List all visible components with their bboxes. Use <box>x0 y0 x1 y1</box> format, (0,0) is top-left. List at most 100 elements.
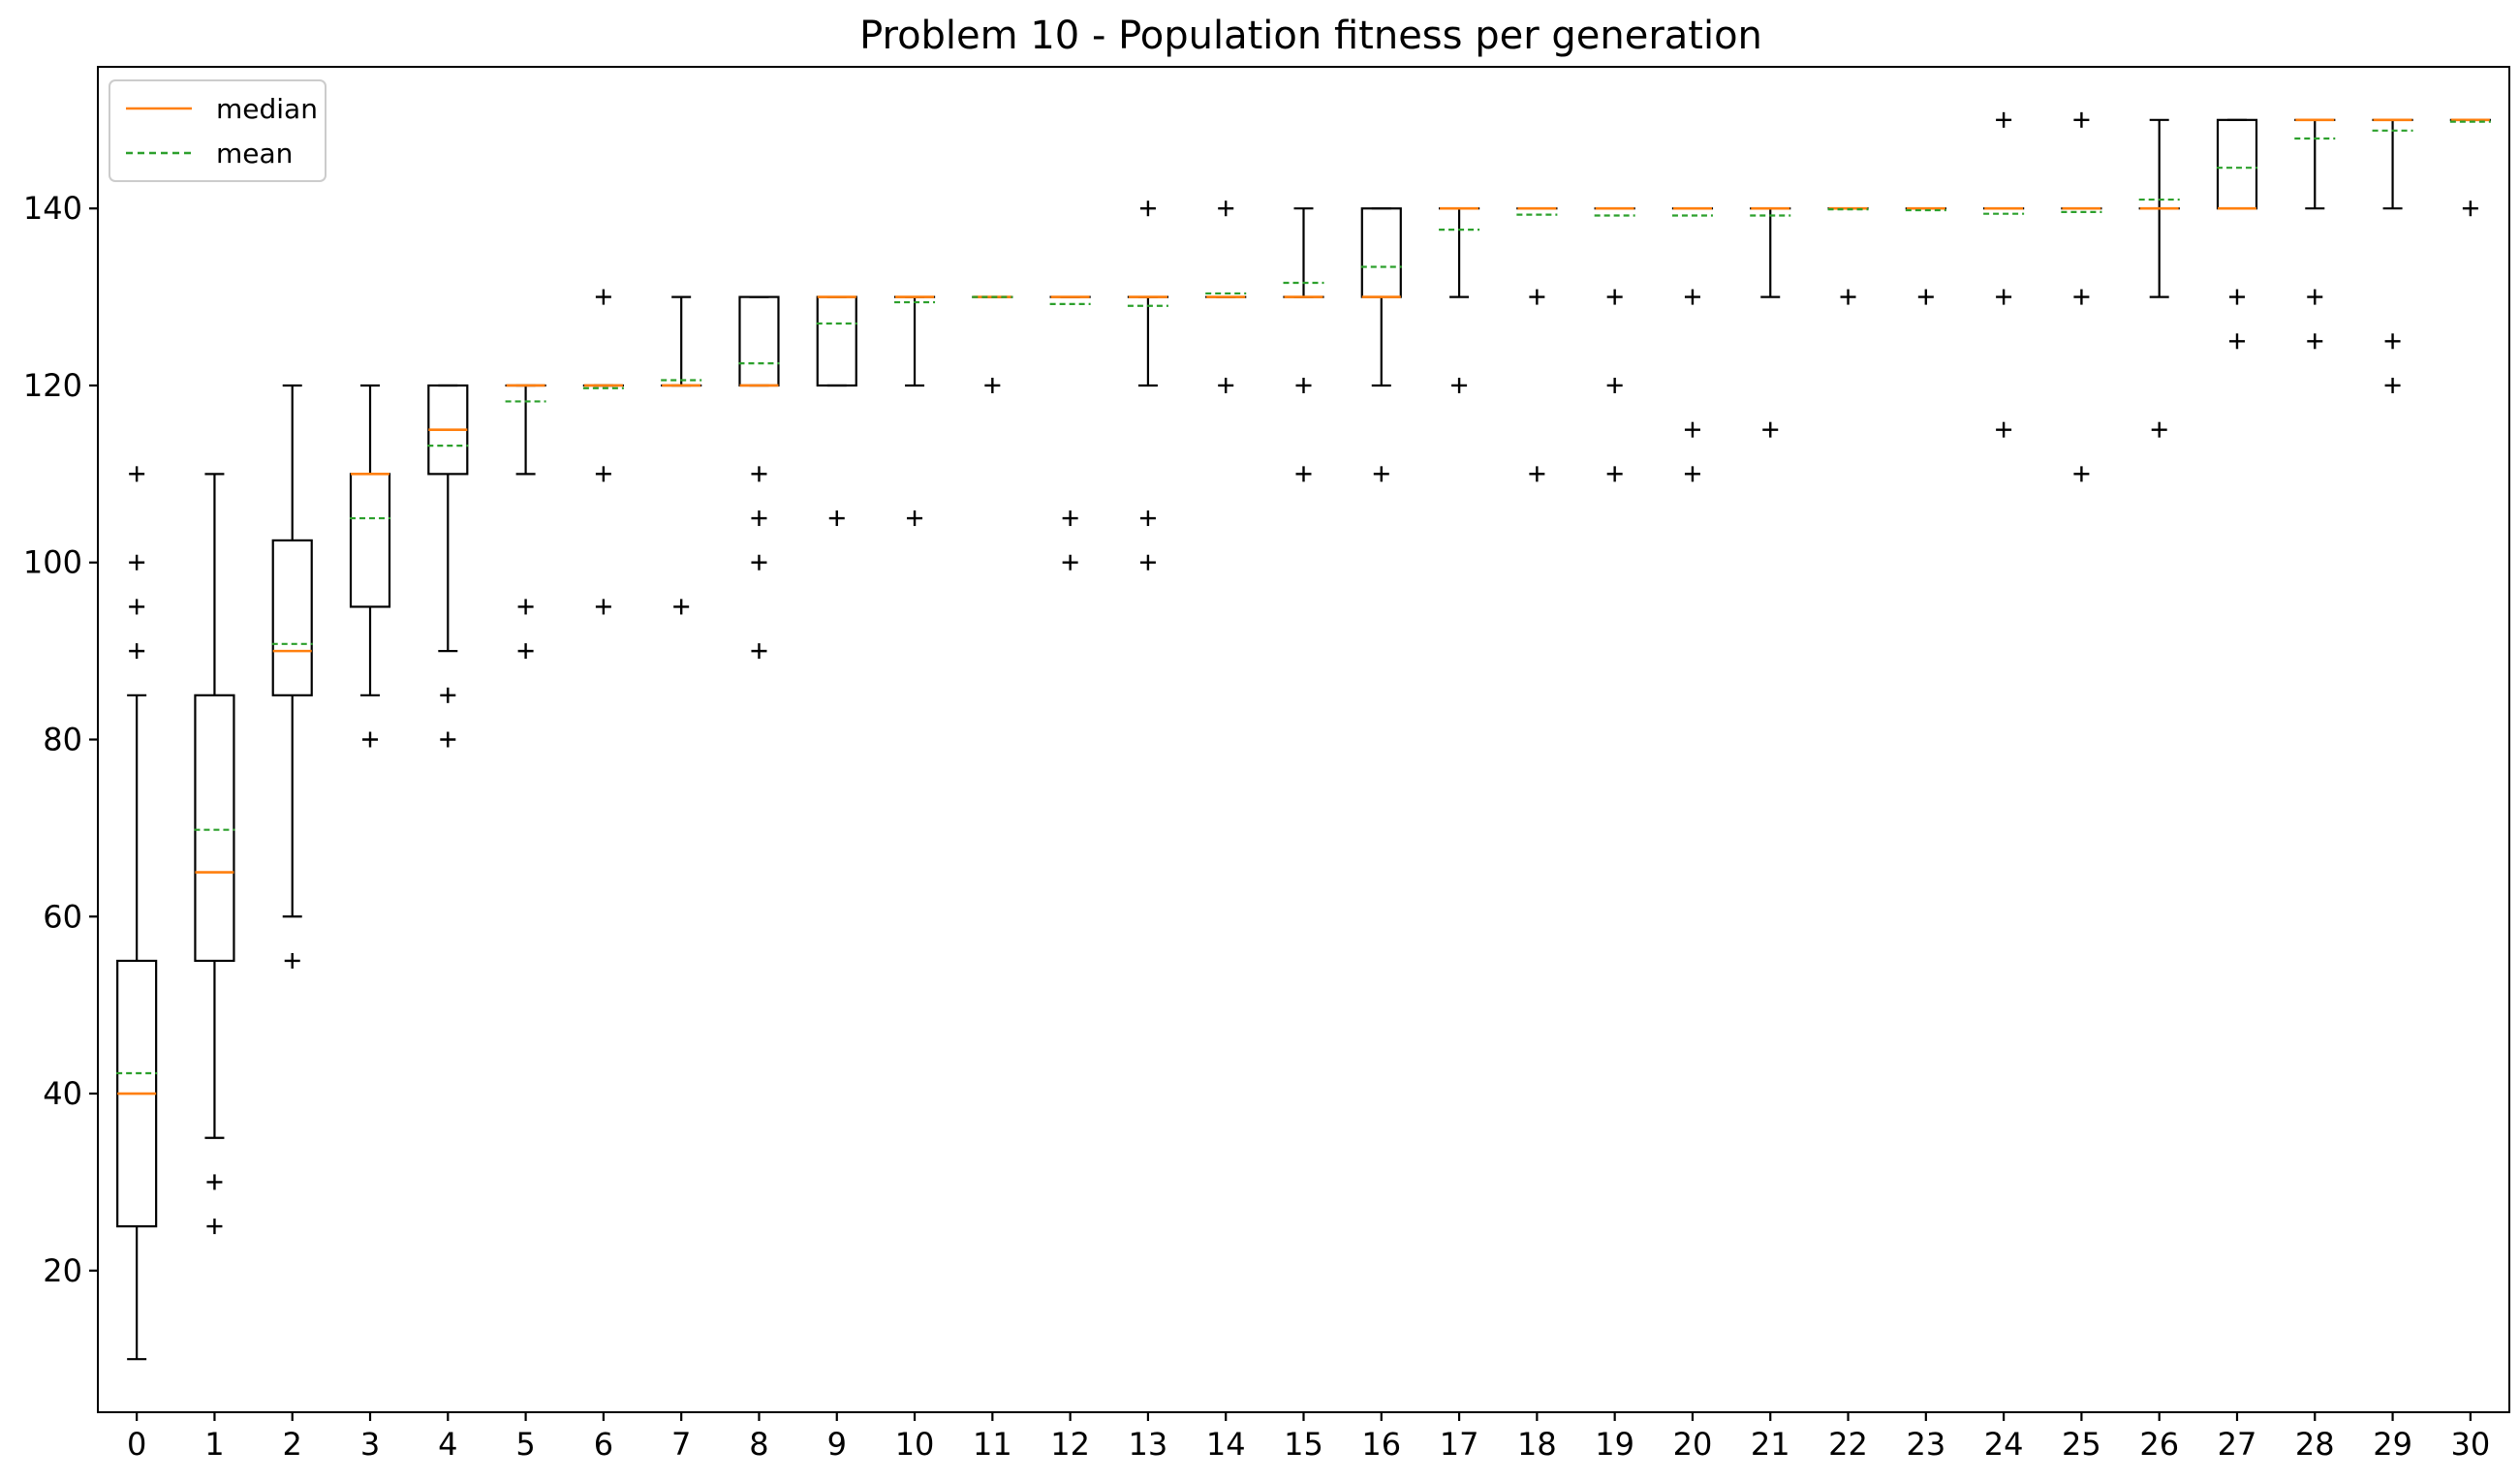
x-tick-label: 14 <box>1206 1426 1246 1463</box>
box-group-29 <box>2372 118 2413 393</box>
x-tick-label: 16 <box>1361 1426 1401 1463</box>
box-group-17 <box>1438 206 1480 393</box>
box-group-5 <box>505 384 546 660</box>
x-tick-label: 29 <box>2373 1426 2412 1463</box>
flier-marker <box>2384 377 2401 393</box>
x-tick-label: 3 <box>360 1426 380 1463</box>
flier-marker <box>129 599 145 615</box>
box-group-21 <box>1750 206 1791 438</box>
flier-marker <box>1139 510 1156 527</box>
x-tick-label: 11 <box>973 1426 1012 1463</box>
x-tick-label: 6 <box>594 1426 613 1463</box>
box-group-12 <box>1049 295 1091 571</box>
flier-marker <box>1684 289 1700 305</box>
flier-marker <box>1840 289 1856 305</box>
flier-marker <box>1684 421 1700 438</box>
box-group-1 <box>194 473 235 1235</box>
flier-marker <box>1218 201 1234 217</box>
y-tick-label: 60 <box>43 898 82 935</box>
box-group-2 <box>271 384 313 969</box>
x-tick-label: 5 <box>515 1426 535 1463</box>
flier-marker <box>2307 333 2323 350</box>
x-tick-label: 17 <box>1440 1426 1479 1463</box>
flier-marker <box>1295 466 1312 482</box>
flier-marker <box>1996 421 2012 438</box>
plot-frame <box>97 66 2510 1413</box>
y-tick-label: 100 <box>23 544 82 581</box>
flier-marker <box>2073 289 2090 305</box>
x-tick-label: 28 <box>2295 1426 2335 1463</box>
box-group-23 <box>1905 206 1946 305</box>
box-group-10 <box>893 295 936 527</box>
flier-marker <box>595 289 611 305</box>
x-tick-label: 23 <box>1906 1426 1945 1463</box>
flier-marker <box>517 643 534 660</box>
box-group-3 <box>349 384 391 748</box>
flier-marker <box>2228 333 2245 350</box>
legend: median mean <box>109 79 327 182</box>
x-tick-label: 12 <box>1050 1426 1090 1463</box>
box-group-19 <box>1594 206 1635 482</box>
x-tick-label: 21 <box>1751 1426 1790 1463</box>
x-tick-label: 26 <box>2139 1426 2179 1463</box>
y-tick-label: 120 <box>23 367 82 404</box>
flier-marker <box>1606 289 1623 305</box>
flier-marker <box>1996 289 2012 305</box>
box-group-24 <box>1983 111 2025 438</box>
flier-marker <box>1373 466 1389 482</box>
box-group-9 <box>816 295 857 527</box>
box-group-25 <box>2061 111 2102 482</box>
x-tick-label: 30 <box>2450 1426 2490 1463</box>
flier-marker <box>751 643 767 660</box>
flier-marker <box>1996 111 2012 128</box>
x-tick-label: 10 <box>895 1426 935 1463</box>
flier-marker <box>1062 554 1078 571</box>
flier-marker <box>1062 510 1078 527</box>
flier-marker <box>1529 289 1545 305</box>
flier-marker <box>907 510 923 527</box>
chart-title: Problem 10 - Population fitness per gene… <box>859 14 1762 58</box>
box-group-6 <box>582 289 624 615</box>
legend-mean-label: mean <box>216 138 293 170</box>
box-iqr <box>194 694 235 963</box>
x-tick-label: 22 <box>1828 1426 1868 1463</box>
flier-marker <box>362 731 379 748</box>
x-tick-label: 13 <box>1129 1426 1168 1463</box>
flier-marker <box>440 731 456 748</box>
box-group-28 <box>2294 118 2336 350</box>
box-group-20 <box>1671 206 1714 482</box>
box-group-16 <box>1360 207 1402 482</box>
flier-marker <box>2307 289 2323 305</box>
box-group-27 <box>2216 118 2258 350</box>
y-tick-label: 20 <box>43 1252 82 1289</box>
flier-marker <box>1762 421 1779 438</box>
flier-marker <box>1451 377 1468 393</box>
flier-marker <box>1218 377 1234 393</box>
x-tick-label: 1 <box>204 1426 224 1463</box>
flier-marker <box>1295 377 1312 393</box>
x-tick-label: 24 <box>1984 1426 2024 1463</box>
flier-marker <box>1684 466 1700 482</box>
flier-marker <box>129 466 145 482</box>
legend-median-label: median <box>216 93 318 125</box>
x-tick-label: 19 <box>1595 1426 1634 1463</box>
x-tick-label: 27 <box>2218 1426 2257 1463</box>
flier-marker <box>206 1219 223 1235</box>
box-iqr <box>271 539 313 696</box>
flier-marker <box>984 377 1001 393</box>
y-tick-label: 140 <box>23 190 82 227</box>
y-tick-label: 80 <box>43 722 82 758</box>
flier-marker <box>206 1174 223 1190</box>
flier-marker <box>595 599 611 615</box>
flier-marker <box>751 510 767 527</box>
flier-marker <box>751 554 767 571</box>
flier-marker <box>1139 201 1156 217</box>
x-tick-label: 18 <box>1517 1426 1557 1463</box>
flier-marker <box>2228 289 2245 305</box>
x-tick-label: 15 <box>1284 1426 1323 1463</box>
box-group-15 <box>1283 207 1324 482</box>
flier-marker <box>129 643 145 660</box>
box-group-13 <box>1127 201 1169 571</box>
